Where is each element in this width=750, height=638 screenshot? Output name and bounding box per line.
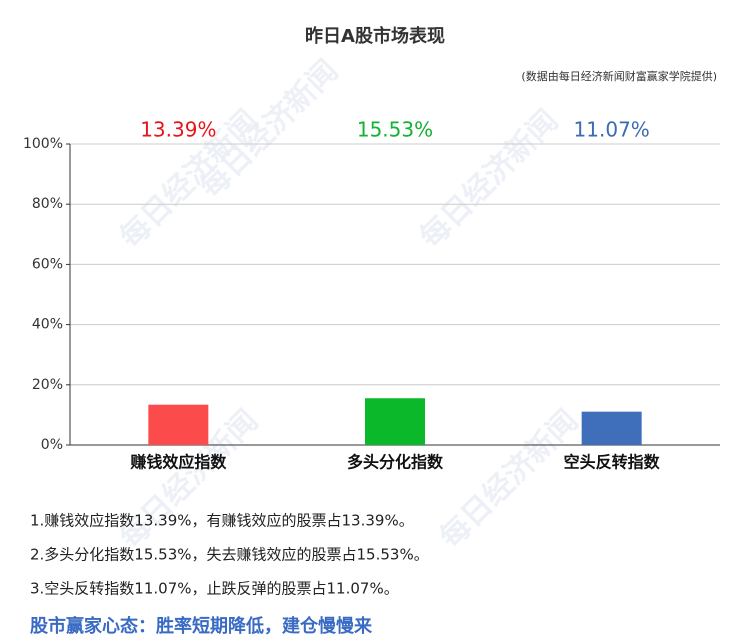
watermark: 每日经济新闻 <box>413 103 565 255</box>
note: 3.空头反转指数11.07%，止跌反弹的股票占11.07%。 <box>30 580 399 598</box>
bar <box>581 411 642 445</box>
y-tick-label: 40% <box>32 317 63 333</box>
x-tick-label: 赚钱效应指数 <box>129 453 227 472</box>
note: 2.多头分化指数15.53%，失去赚钱效应的股票占15.53%。 <box>30 546 429 564</box>
y-tick-label: 20% <box>32 377 63 393</box>
y-tick-label: 60% <box>32 256 63 272</box>
chart-title: 昨日A股市场表现 <box>305 25 445 47</box>
note: 1.赚钱效应指数13.39%，有赚钱效应的股票占13.39%。 <box>30 512 414 530</box>
chart-subtitle: (数据由每日经济新闻财富赢家学院提供) <box>521 69 717 83</box>
x-tick-label: 多头分化指数 <box>347 453 444 472</box>
value-label: 15.53% <box>357 118 433 142</box>
watermark: 每日经济新闻 <box>433 403 585 555</box>
y-tick-label: 80% <box>32 196 63 212</box>
value-label: 11.07% <box>574 118 650 142</box>
bar <box>365 398 425 445</box>
value-label: 13.39% <box>140 118 216 142</box>
x-tick-label: 空头反转指数 <box>564 453 661 472</box>
conclusion: 股市赢家心态：胜率短期降低，建仓慢慢来 <box>29 615 373 637</box>
bar <box>148 404 209 445</box>
y-tick-label: 0% <box>41 437 63 453</box>
y-tick-label: 100% <box>23 136 63 152</box>
